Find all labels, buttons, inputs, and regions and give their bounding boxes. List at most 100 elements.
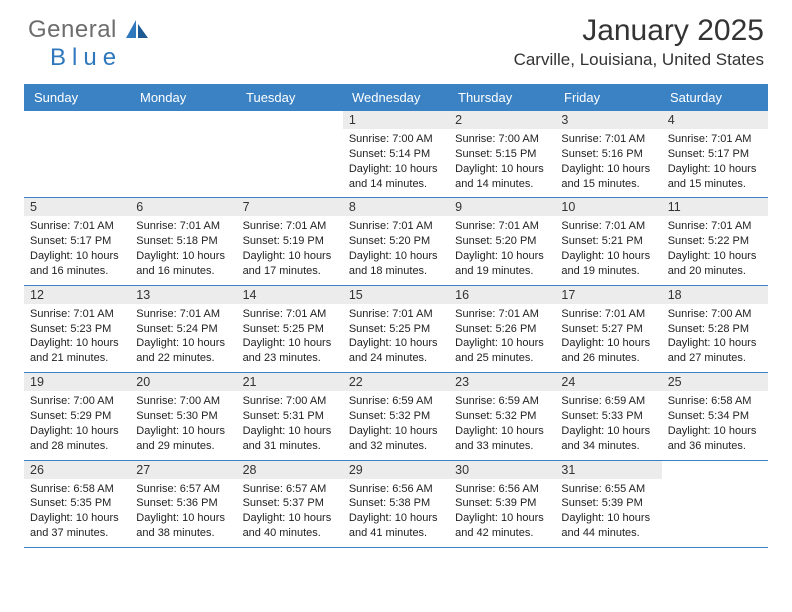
daylight-text: Daylight: 10 hours and 17 minutes.: [243, 249, 337, 279]
day-info: Sunrise: 6:57 AMSunset: 5:36 PMDaylight:…: [136, 482, 230, 541]
day-number: 1: [343, 111, 449, 129]
day-cell: 30 Sunrise: 6:56 AMSunset: 5:39 PMDayligh…: [449, 461, 555, 547]
sunset-text: Sunset: 5:27 PM: [561, 322, 655, 337]
week-row: 12Sunrise: 7:01 AMSunset: 5:23 PMDayligh…: [24, 286, 768, 373]
daylight-text: Daylight: 10 hours and 40 minutes.: [243, 511, 337, 541]
weekday-header: Thursday: [450, 84, 556, 111]
daylight-text: Daylight: 10 hours and 16 minutes.: [136, 249, 230, 279]
daylight-text: Daylight: 10 hours and 24 minutes.: [349, 336, 443, 366]
sunset-text: Sunset: 5:32 PM: [455, 409, 549, 424]
daylight-text: Daylight: 10 hours and 41 minutes.: [349, 511, 443, 541]
sunrise-text: Sunrise: 7:01 AM: [349, 307, 443, 322]
week-row: 19Sunrise: 7:00 AMSunset: 5:29 PMDayligh…: [24, 373, 768, 460]
brand-logo: General Blue: [28, 16, 150, 72]
sunrise-text: Sunrise: 7:01 AM: [30, 307, 124, 322]
day-info: Sunrise: 7:01 AMSunset: 5:24 PMDaylight:…: [136, 307, 230, 366]
day-cell: 31Sunrise: 6:55 AMSunset: 5:39 PMDayligh…: [555, 461, 661, 547]
day-info: Sunrise: 7:01 AMSunset: 5:27 PMDaylight:…: [561, 307, 655, 366]
sunset-text: Sunset: 5:16 PM: [561, 147, 655, 162]
page-title: January 2025: [514, 14, 764, 48]
day-number: 9: [449, 198, 555, 216]
daylight-text: Daylight: 10 hours and 44 minutes.: [561, 511, 655, 541]
sunrise-text: Sunrise: 6:58 AM: [668, 394, 762, 409]
day-cell: 25Sunrise: 6:58 AMSunset: 5:34 PMDayligh…: [662, 373, 768, 459]
week-row: 1Sunrise: 7:00 AMSunset: 5:14 PMDaylight…: [24, 111, 768, 198]
sunset-text: Sunset: 5:32 PM: [349, 409, 443, 424]
sunset-text: Sunset: 5:14 PM: [349, 147, 443, 162]
day-info: Sunrise: 6:55 AMSunset: 5:39 PMDaylight:…: [561, 482, 655, 541]
day-number: 27: [130, 461, 236, 479]
sunset-text: Sunset: 5:39 PM: [561, 496, 655, 511]
daylight-text: Daylight: 10 hours and 19 minutes.: [561, 249, 655, 279]
day-cell: 19Sunrise: 7:00 AMSunset: 5:29 PMDayligh…: [24, 373, 130, 459]
sunset-text: Sunset: 5:23 PM: [30, 322, 124, 337]
day-number: 26: [24, 461, 130, 479]
daylight-text: Daylight: 10 hours and 34 minutes.: [561, 424, 655, 454]
day-info: Sunrise: 6:56 AMSunset: 5:38 PMDaylight:…: [349, 482, 443, 541]
sunrise-text: Sunrise: 7:00 AM: [243, 394, 337, 409]
sunset-text: Sunset: 5:34 PM: [668, 409, 762, 424]
day-cell: 3Sunrise: 7:01 AMSunset: 5:16 PMDaylight…: [555, 111, 661, 197]
day-cell: 23Sunrise: 6:59 AMSunset: 5:32 PMDayligh…: [449, 373, 555, 459]
day-cell: 10Sunrise: 7:01 AMSunset: 5:21 PMDayligh…: [555, 198, 661, 284]
sunrise-text: Sunrise: 7:01 AM: [243, 307, 337, 322]
day-info: Sunrise: 6:57 AMSunset: 5:37 PMDaylight:…: [243, 482, 337, 541]
day-number: 7: [237, 198, 343, 216]
brand-word-2: Blue: [50, 44, 122, 71]
day-number: 29: [343, 461, 449, 479]
sunrise-text: Sunrise: 7:01 AM: [243, 219, 337, 234]
day-number: 15: [343, 286, 449, 304]
sunset-text: Sunset: 5:25 PM: [349, 322, 443, 337]
day-info: Sunrise: 6:59 AMSunset: 5:33 PMDaylight:…: [561, 394, 655, 453]
week-row: 5Sunrise: 7:01 AMSunset: 5:17 PMDaylight…: [24, 198, 768, 285]
sunrise-text: Sunrise: 6:56 AM: [455, 482, 549, 497]
day-cell: 8Sunrise: 7:01 AMSunset: 5:20 PMDaylight…: [343, 198, 449, 284]
weekday-header: Sunday: [24, 84, 132, 111]
title-block: January 2025 Carville, Louisiana, United…: [514, 14, 764, 70]
sunrise-text: Sunrise: 7:01 AM: [561, 219, 655, 234]
day-cell: 1Sunrise: 7:00 AMSunset: 5:14 PMDaylight…: [343, 111, 449, 197]
day-info: Sunrise: 6:56 AMSunset: 5:39 PMDaylight:…: [455, 482, 549, 541]
day-cell: 17Sunrise: 7:01 AMSunset: 5:27 PMDayligh…: [555, 286, 661, 372]
day-info: Sunrise: 7:01 AMSunset: 5:26 PMDaylight:…: [455, 307, 549, 366]
day-cell: 29 Sunrise: 6:56 AMSunset: 5:38 PMDayligh…: [343, 461, 449, 547]
day-info: Sunrise: 7:00 AMSunset: 5:15 PMDaylight:…: [455, 132, 549, 191]
day-info: Sunrise: 7:01 AMSunset: 5:23 PMDaylight:…: [30, 307, 124, 366]
day-number: 4: [662, 111, 768, 129]
weekday-header: Wednesday: [344, 84, 450, 111]
sunrise-text: Sunrise: 7:00 AM: [136, 394, 230, 409]
sunset-text: Sunset: 5:36 PM: [136, 496, 230, 511]
day-info: Sunrise: 7:00 AMSunset: 5:29 PMDaylight:…: [30, 394, 124, 453]
day-number: 16: [449, 286, 555, 304]
day-info: Sunrise: 7:01 AMSunset: 5:18 PMDaylight:…: [136, 219, 230, 278]
weekday-header: Tuesday: [238, 84, 344, 111]
daylight-text: Daylight: 10 hours and 29 minutes.: [136, 424, 230, 454]
day-number: 30: [449, 461, 555, 479]
day-cell: 16 Sunrise: 7:01 AMSunset: 5:26 PMDayligh…: [449, 286, 555, 372]
sunset-text: Sunset: 5:39 PM: [455, 496, 549, 511]
sunrise-text: Sunrise: 6:58 AM: [30, 482, 124, 497]
day-number: 28: [237, 461, 343, 479]
daylight-text: Daylight: 10 hours and 33 minutes.: [455, 424, 549, 454]
sunrise-text: Sunrise: 7:00 AM: [349, 132, 443, 147]
sunset-text: Sunset: 5:17 PM: [668, 147, 762, 162]
sunset-text: Sunset: 5:37 PM: [243, 496, 337, 511]
sunset-text: Sunset: 5:20 PM: [349, 234, 443, 249]
sunrise-text: Sunrise: 7:01 AM: [30, 219, 124, 234]
daylight-text: Daylight: 10 hours and 23 minutes.: [243, 336, 337, 366]
sunrise-text: Sunrise: 7:01 AM: [136, 219, 230, 234]
sunrise-text: Sunrise: 7:01 AM: [349, 219, 443, 234]
daylight-text: Daylight: 10 hours and 22 minutes.: [136, 336, 230, 366]
day-cell: 24 Sunrise: 6:59 AMSunset: 5:33 PMDayligh…: [555, 373, 661, 459]
sunrise-text: Sunrise: 6:55 AM: [561, 482, 655, 497]
daylight-text: Daylight: 10 hours and 20 minutes.: [668, 249, 762, 279]
daylight-text: Daylight: 10 hours and 38 minutes.: [136, 511, 230, 541]
sunset-text: Sunset: 5:26 PM: [455, 322, 549, 337]
day-cell-blank: [24, 111, 130, 197]
day-number: 12: [24, 286, 130, 304]
daylight-text: Daylight: 10 hours and 19 minutes.: [455, 249, 549, 279]
sunset-text: Sunset: 5:19 PM: [243, 234, 337, 249]
sail-icon: [124, 18, 150, 40]
day-number: 24: [555, 373, 661, 391]
sunset-text: Sunset: 5:30 PM: [136, 409, 230, 424]
